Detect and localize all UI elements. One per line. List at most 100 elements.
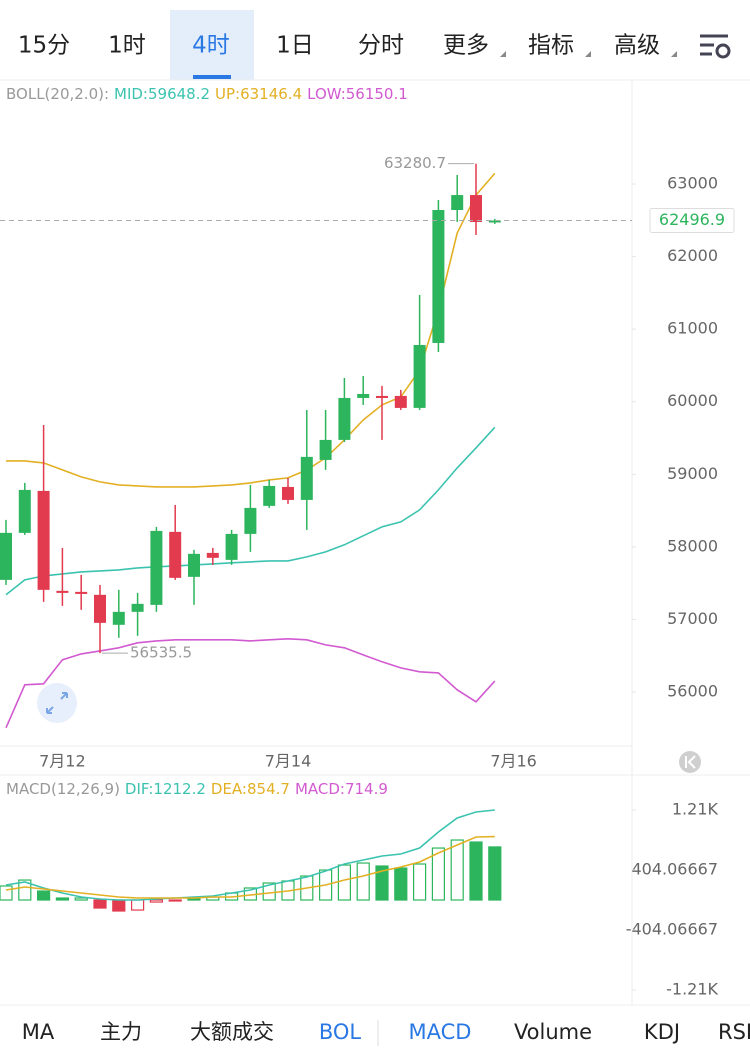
settings-icon[interactable]: [700, 34, 731, 59]
selected-tab-underline: [193, 75, 231, 79]
macd-bar: [36, 890, 51, 901]
candle-body: [488, 220, 501, 223]
last-price-box: [649, 208, 735, 234]
y-tick-label: 404.06667: [631, 860, 718, 879]
macd-bar: [356, 862, 370, 901]
candle-body: [112, 611, 125, 625]
candle-body: [357, 393, 370, 398]
legend-entry: MACD:714.9: [295, 780, 388, 798]
timeframe-tab[interactable]: 4时: [192, 33, 230, 59]
candle-body: [319, 439, 332, 460]
boll-line: [5, 637, 496, 729]
candle-body: [300, 456, 313, 500]
macd-bar: [394, 867, 408, 901]
x-tick-label: 7月12: [39, 752, 86, 771]
candle-body: [18, 489, 31, 533]
candle-body: [131, 603, 144, 612]
indicator-tab[interactable]: KDJ: [644, 1020, 680, 1044]
timeframe-tab[interactable]: 分时: [358, 33, 404, 59]
x-tick-label: 7月16: [490, 752, 537, 771]
macd-bar: [187, 898, 201, 901]
legend-entry: DEA:854.7: [211, 780, 290, 798]
boll-line: [5, 426, 496, 596]
last-price-label: 62496.9: [659, 210, 725, 229]
macd-bar: [55, 897, 70, 901]
expand-button[interactable]: [37, 683, 77, 723]
candle-body: [94, 594, 106, 623]
y-tick-label: -404.06667: [626, 920, 718, 939]
candle-body: [169, 531, 182, 578]
timeframe-tab[interactable]: 1时: [108, 33, 146, 59]
candle-body: [282, 486, 294, 500]
y-tick-label: 63000: [667, 174, 718, 193]
candle-body: [225, 533, 238, 560]
dropdown-arrow: [500, 51, 506, 57]
legend-entry: MID:59648.2: [114, 85, 210, 103]
macd-bar: [93, 899, 107, 909]
y-tick-label: 56000: [667, 682, 718, 701]
timeframe-tab[interactable]: 指标: [528, 33, 574, 59]
macd-bar: [413, 863, 427, 901]
macd-bar: [469, 841, 483, 901]
macd-bar: [431, 847, 445, 901]
y-tick-label: 59000: [667, 464, 718, 483]
legend-entry: LOW:56150.1: [307, 85, 408, 103]
candle-body: [451, 195, 464, 211]
selected-tab-bg: [170, 10, 254, 80]
candle-body: [470, 195, 482, 222]
candle-body: [244, 507, 257, 534]
macd-bar: [375, 865, 389, 901]
candle-body: [188, 553, 200, 577]
legend-entry: UP:63146.4: [215, 85, 302, 103]
x-tick-label: 7月14: [265, 752, 312, 771]
macd-line: [5, 809, 495, 901]
legend-entry: BOLL(20,2.0):: [6, 85, 109, 103]
indicator-legend: MACD(12,26,9) DIF:1212.2 DEA:854.7 MACD:714…: [6, 780, 388, 798]
macd-bar: [112, 899, 126, 912]
macd-bar: [74, 897, 88, 901]
macd-bar: [488, 846, 502, 901]
y-tick-label: 1.21K: [672, 800, 719, 819]
macd-bar: [262, 882, 276, 901]
y-tick-label: 62000: [667, 246, 718, 265]
candle-body: [338, 397, 351, 440]
macd-bar: [450, 839, 464, 901]
candle-body: [37, 490, 50, 590]
indicator-tab[interactable]: RSI: [718, 1020, 750, 1044]
timeframe-tab[interactable]: 高级: [614, 33, 660, 59]
macd-line: [5, 835, 495, 899]
candle-body: [376, 395, 388, 398]
indicator-tab[interactable]: 大额成交: [190, 1020, 274, 1044]
min-annotation: 56535.5: [130, 644, 192, 662]
indicator-tab[interactable]: BOL: [319, 1020, 362, 1044]
macd-bar: [131, 899, 145, 911]
indicator-tab[interactable]: Volume: [514, 1020, 592, 1044]
macd-bar: [18, 879, 32, 901]
scroll-latest-button[interactable]: [679, 751, 701, 773]
candle-body: [206, 552, 219, 558]
y-tick-label: 61000: [667, 319, 718, 338]
timeframe-tab[interactable]: 更多: [443, 33, 489, 59]
candle-body: [75, 591, 88, 594]
candle-body: [413, 344, 426, 408]
y-tick-label: 58000: [667, 536, 718, 555]
candle-body: [56, 590, 69, 593]
indicator-tab[interactable]: MA: [22, 1020, 55, 1044]
timeframe-tab[interactable]: 15分: [18, 33, 70, 59]
indicator-legend: BOLL(20,2.0): MID:59648.2 UP:63146.4 LOW:56…: [6, 85, 408, 103]
y-tick-label: -1.21K: [666, 980, 718, 999]
y-tick-label: 60000: [667, 391, 718, 410]
dropdown-arrow: [671, 51, 677, 57]
macd-bar: [0, 885, 13, 901]
candle-body: [150, 530, 163, 605]
candle-body: [394, 395, 407, 408]
timeframe-tab[interactable]: 1日: [276, 33, 314, 59]
macd-bar: [337, 864, 351, 901]
indicator-tab[interactable]: MACD: [409, 1020, 472, 1044]
indicator-tab[interactable]: 主力: [100, 1020, 142, 1044]
dropdown-arrow: [585, 51, 591, 57]
candle-body: [0, 532, 12, 580]
candle-body: [432, 210, 445, 343]
max-annotation: 63280.7: [384, 154, 446, 172]
